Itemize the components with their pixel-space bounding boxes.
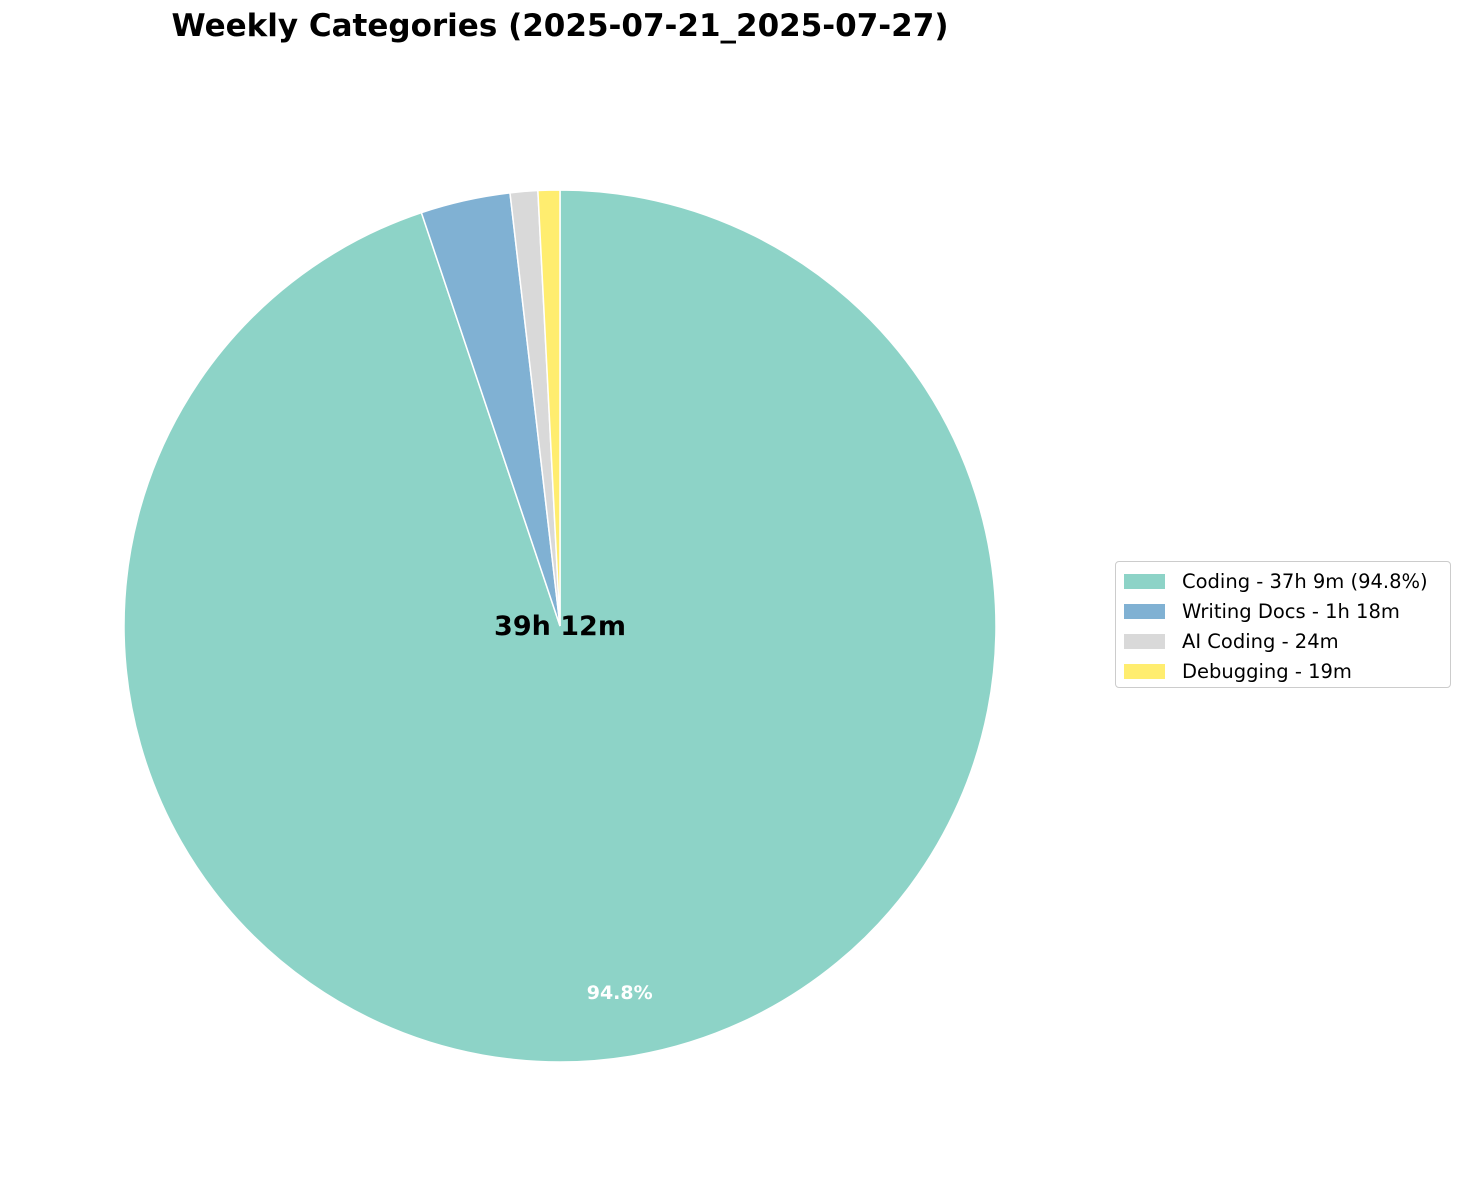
legend-label-writing-docs: Writing Docs - 1h 18m <box>1182 599 1400 623</box>
legend-label-ai-coding: AI Coding - 24m <box>1182 629 1339 653</box>
chart-title: Weekly Categories (2025-07-21_2025-07-27… <box>171 8 949 44</box>
pie-slice-debugging <box>537 189 561 627</box>
legend: Coding - 37h 9m (94.8%) Writing Docs - 1… <box>1115 561 1451 688</box>
legend-swatch-writing-docs <box>1124 603 1165 619</box>
legend-item-coding: Coding - 37h 9m (94.8%) <box>1124 569 1428 593</box>
slice-percent-label: 94.8% <box>587 982 653 1004</box>
legend-swatch-coding <box>1124 573 1165 589</box>
legend-item-debugging: Debugging - 19m <box>1124 659 1352 683</box>
legend-item-writing-docs: Writing Docs - 1h 18m <box>1124 599 1400 623</box>
legend-label-debugging: Debugging - 19m <box>1182 659 1352 683</box>
legend-label-coding: Coding - 37h 9m (94.8%) <box>1182 569 1428 593</box>
legend-item-ai-coding: AI Coding - 24m <box>1124 629 1339 653</box>
legend-swatch-debugging <box>1124 663 1165 679</box>
center-total-label: 39h 12m <box>494 611 626 642</box>
legend-swatch-ai-coding <box>1124 633 1165 649</box>
